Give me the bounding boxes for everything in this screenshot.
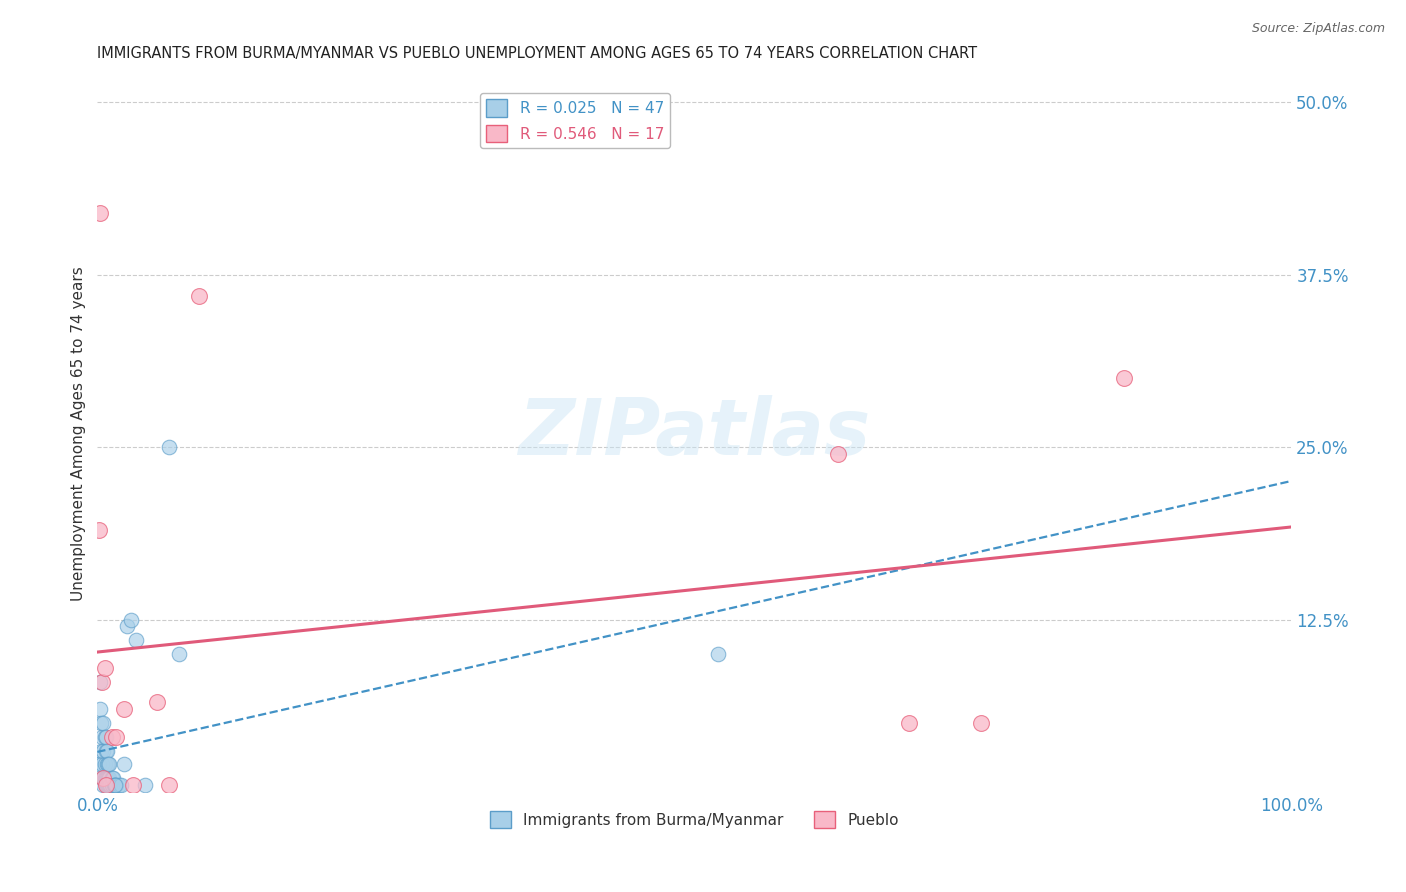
Point [96, 757, 118, 772]
Point [100, 778, 122, 792]
Point [157, 440, 180, 454]
Point [94, 771, 117, 785]
Point [93, 757, 115, 772]
Point [96, 743, 118, 757]
Y-axis label: Unemployment Among Ages 65 to 74 years: Unemployment Among Ages 65 to 74 years [72, 266, 86, 601]
Point [134, 778, 156, 792]
Point [110, 778, 132, 792]
Point [93, 730, 115, 744]
Point [91, 778, 114, 792]
Point [96, 771, 118, 785]
Point [970, 716, 993, 731]
Legend: Immigrants from Burma/Myanmar, Pueblo: Immigrants from Burma/Myanmar, Pueblo [484, 805, 905, 835]
Point [90, 743, 112, 757]
Point [100, 730, 122, 744]
Point [157, 778, 180, 792]
Point [898, 716, 921, 731]
Point [100, 778, 122, 792]
Point [96, 778, 118, 792]
Point [112, 757, 135, 772]
Point [97, 778, 120, 792]
Text: ZIPatlas: ZIPatlas [519, 395, 870, 472]
Point [91, 771, 114, 785]
Point [91, 771, 114, 785]
Point [91, 730, 114, 744]
Point [94, 778, 117, 792]
Point [101, 771, 124, 785]
Point [146, 695, 169, 709]
Point [187, 288, 209, 302]
Point [87, 523, 110, 537]
Point [122, 778, 145, 792]
Point [94, 778, 117, 792]
Point [91, 674, 114, 689]
Point [707, 647, 730, 661]
Point [98, 771, 121, 785]
Point [93, 771, 115, 785]
Text: Source: ZipAtlas.com: Source: ZipAtlas.com [1251, 22, 1385, 36]
Point [105, 730, 128, 744]
Point [89, 674, 111, 689]
Point [120, 613, 142, 627]
Point [90, 716, 112, 731]
Point [94, 730, 117, 744]
Point [91, 716, 114, 731]
Point [91, 757, 114, 772]
Point [93, 661, 115, 675]
Point [87, 757, 110, 772]
Point [89, 702, 111, 716]
Point [124, 633, 146, 648]
Point [100, 771, 122, 785]
Point [112, 702, 135, 716]
Point [98, 757, 121, 772]
Point [104, 778, 127, 792]
Text: IMMIGRANTS FROM BURMA/MYANMAR VS PUEBLO UNEMPLOYMENT AMONG AGES 65 TO 74 YEARS C: IMMIGRANTS FROM BURMA/MYANMAR VS PUEBLO … [97, 46, 977, 62]
Point [167, 647, 190, 661]
Point [94, 743, 117, 757]
Point [105, 778, 128, 792]
Point [108, 778, 131, 792]
Point [103, 778, 125, 792]
Point [89, 206, 111, 220]
Point [115, 619, 138, 633]
Point [97, 757, 120, 772]
Point [91, 771, 114, 785]
Point [104, 778, 127, 792]
Point [827, 447, 849, 461]
Point [1114, 371, 1136, 385]
Point [97, 771, 120, 785]
Point [98, 778, 121, 792]
Point [91, 743, 114, 757]
